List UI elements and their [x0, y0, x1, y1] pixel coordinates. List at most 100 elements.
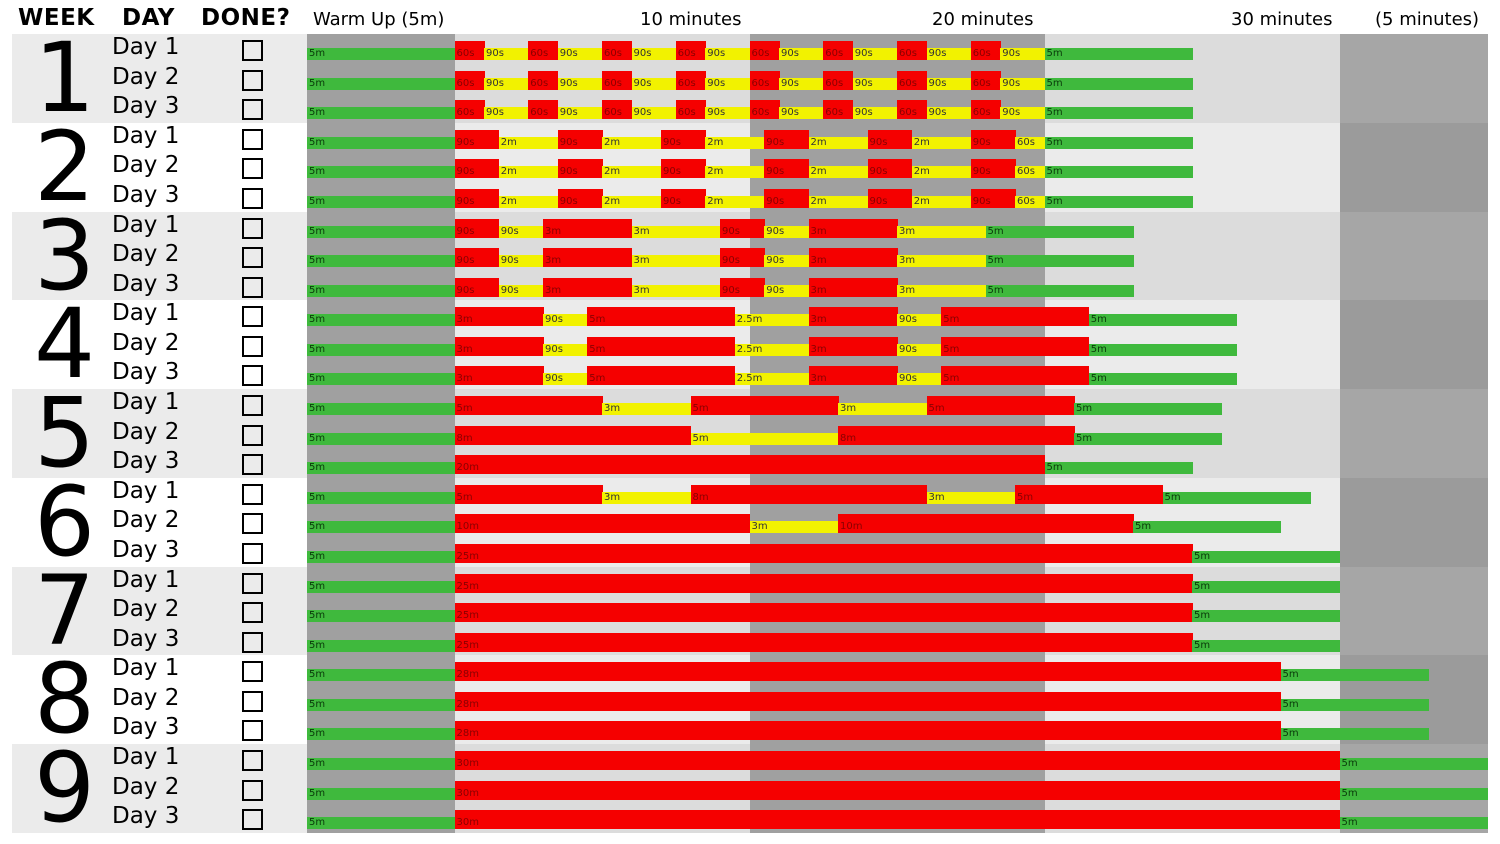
- segment-label: 5m: [309, 462, 326, 474]
- segment-label: 5m: [309, 255, 326, 267]
- segment-label: 30m: [456, 787, 479, 799]
- done-checkbox[interactable]: [242, 306, 263, 328]
- segment-label: 5m: [1194, 580, 1211, 592]
- done-checkbox[interactable]: [242, 483, 263, 505]
- run-segment: 25m: [454, 543, 1193, 563]
- walk-segment: 90s: [1000, 77, 1045, 90]
- warmup-cooldown-segment: 5m: [307, 343, 455, 356]
- segment-label: 60s: [825, 48, 844, 59]
- run-segment: 90s: [557, 159, 603, 179]
- walk-segment: 90s: [484, 48, 529, 60]
- segment-label: 90s: [766, 284, 785, 296]
- day-label: Day 3: [112, 93, 180, 120]
- walk-segment: 90s: [779, 48, 824, 60]
- warmup-cooldown-segment: 5m: [1192, 580, 1340, 593]
- segment-label: 60s: [972, 107, 991, 119]
- run-segment: 5m: [587, 307, 736, 327]
- walk-segment: 2m: [705, 195, 765, 208]
- done-checkbox[interactable]: [242, 779, 263, 801]
- run-segment: 3m: [808, 248, 898, 268]
- run-segment: 3m: [808, 366, 898, 386]
- segment-label: 5m: [1341, 787, 1358, 799]
- done-checkbox[interactable]: [242, 454, 263, 476]
- run-segment: 20m: [454, 455, 1045, 475]
- done-checkbox[interactable]: [242, 424, 263, 446]
- warmup-cooldown-segment: 5m: [1044, 136, 1193, 149]
- day-label: Day 3: [112, 181, 180, 208]
- segment-label: 90s: [899, 314, 917, 326]
- warmup-cooldown-segment: 5m: [1339, 787, 1488, 800]
- segment-label: 90s: [854, 77, 873, 89]
- walk-segment: 3m: [631, 255, 721, 268]
- walk-segment: 2m: [808, 195, 868, 208]
- done-checkbox[interactable]: [242, 602, 263, 624]
- segment-label: 5m: [309, 403, 326, 414]
- done-checkbox[interactable]: [242, 128, 263, 150]
- walk-segment: 3m: [897, 284, 986, 297]
- segment-label: 90s: [781, 107, 799, 119]
- run-segment: 28m: [454, 691, 1281, 711]
- warmup-cooldown-segment: 5m: [307, 107, 455, 120]
- done-checkbox[interactable]: [242, 513, 263, 535]
- segment-label: 90s: [766, 255, 785, 267]
- walk-segment: 90s: [498, 284, 544, 297]
- segment-label: 2m: [707, 166, 724, 178]
- week-number: 6: [34, 465, 96, 578]
- warmup-cooldown-segment: 5m: [307, 787, 455, 800]
- week-label-area: [12, 300, 307, 390]
- walk-segment: 90s: [543, 314, 588, 327]
- done-checkbox[interactable]: [242, 690, 263, 712]
- day-label: Day 1: [112, 211, 180, 238]
- run-segment: 25m: [454, 603, 1193, 623]
- segment-label: 90s: [899, 343, 917, 355]
- run-segment: 3m: [808, 218, 898, 238]
- day-label: Day 1: [112, 389, 180, 415]
- week-label-area: [12, 122, 307, 212]
- done-checkbox[interactable]: [242, 217, 263, 239]
- run-segment: 8m: [690, 484, 927, 504]
- run-segment: 60s: [675, 100, 706, 120]
- segment-label: 60s: [899, 77, 917, 89]
- done-checkbox[interactable]: [242, 750, 263, 771]
- week-number: 4: [34, 288, 96, 401]
- segment-label: 90s: [899, 373, 917, 385]
- segment-label: 3m: [899, 284, 916, 296]
- run-segment: 90s: [454, 277, 500, 297]
- done-checkbox[interactable]: [242, 247, 263, 269]
- walk-segment: 90s: [764, 225, 809, 238]
- segment-label: 5m: [1194, 610, 1211, 622]
- segment-label: 90s: [766, 166, 785, 178]
- done-checkbox[interactable]: [242, 40, 263, 61]
- done-checkbox[interactable]: [242, 69, 263, 91]
- week-number: 9: [34, 732, 96, 844]
- segment-label: 5m: [1090, 314, 1107, 326]
- done-checkbox[interactable]: [242, 365, 263, 387]
- done-checkbox[interactable]: [242, 720, 263, 742]
- done-checkbox[interactable]: [242, 395, 263, 416]
- segment-label: 5m: [309, 195, 326, 207]
- done-checkbox[interactable]: [242, 661, 263, 683]
- done-checkbox[interactable]: [242, 99, 263, 121]
- done-checkbox[interactable]: [242, 631, 263, 653]
- done-checkbox[interactable]: [242, 187, 263, 209]
- segment-label: 60s: [1017, 136, 1035, 148]
- done-checkbox[interactable]: [242, 335, 263, 357]
- header-done: DONE?: [201, 5, 291, 31]
- done-checkbox[interactable]: [242, 809, 263, 831]
- done-checkbox[interactable]: [242, 572, 263, 594]
- segment-label: 5m: [309, 639, 326, 651]
- week-number: 1: [34, 22, 96, 134]
- segment-label: 90s: [766, 225, 785, 237]
- warmup-cooldown-segment: 5m: [307, 195, 455, 208]
- run-segment: 90s: [720, 248, 765, 268]
- walk-segment: 3m: [631, 225, 721, 238]
- segment-label: 90s: [456, 255, 475, 267]
- done-checkbox[interactable]: [242, 158, 263, 180]
- timeline-band: [1339, 211, 1488, 301]
- done-checkbox[interactable]: [242, 276, 263, 298]
- day-label: Day 2: [112, 684, 180, 711]
- day-label: Day 1: [112, 34, 180, 60]
- run-segment: 60s: [970, 70, 1001, 90]
- segment-label: 2m: [810, 166, 827, 178]
- done-checkbox[interactable]: [242, 542, 263, 564]
